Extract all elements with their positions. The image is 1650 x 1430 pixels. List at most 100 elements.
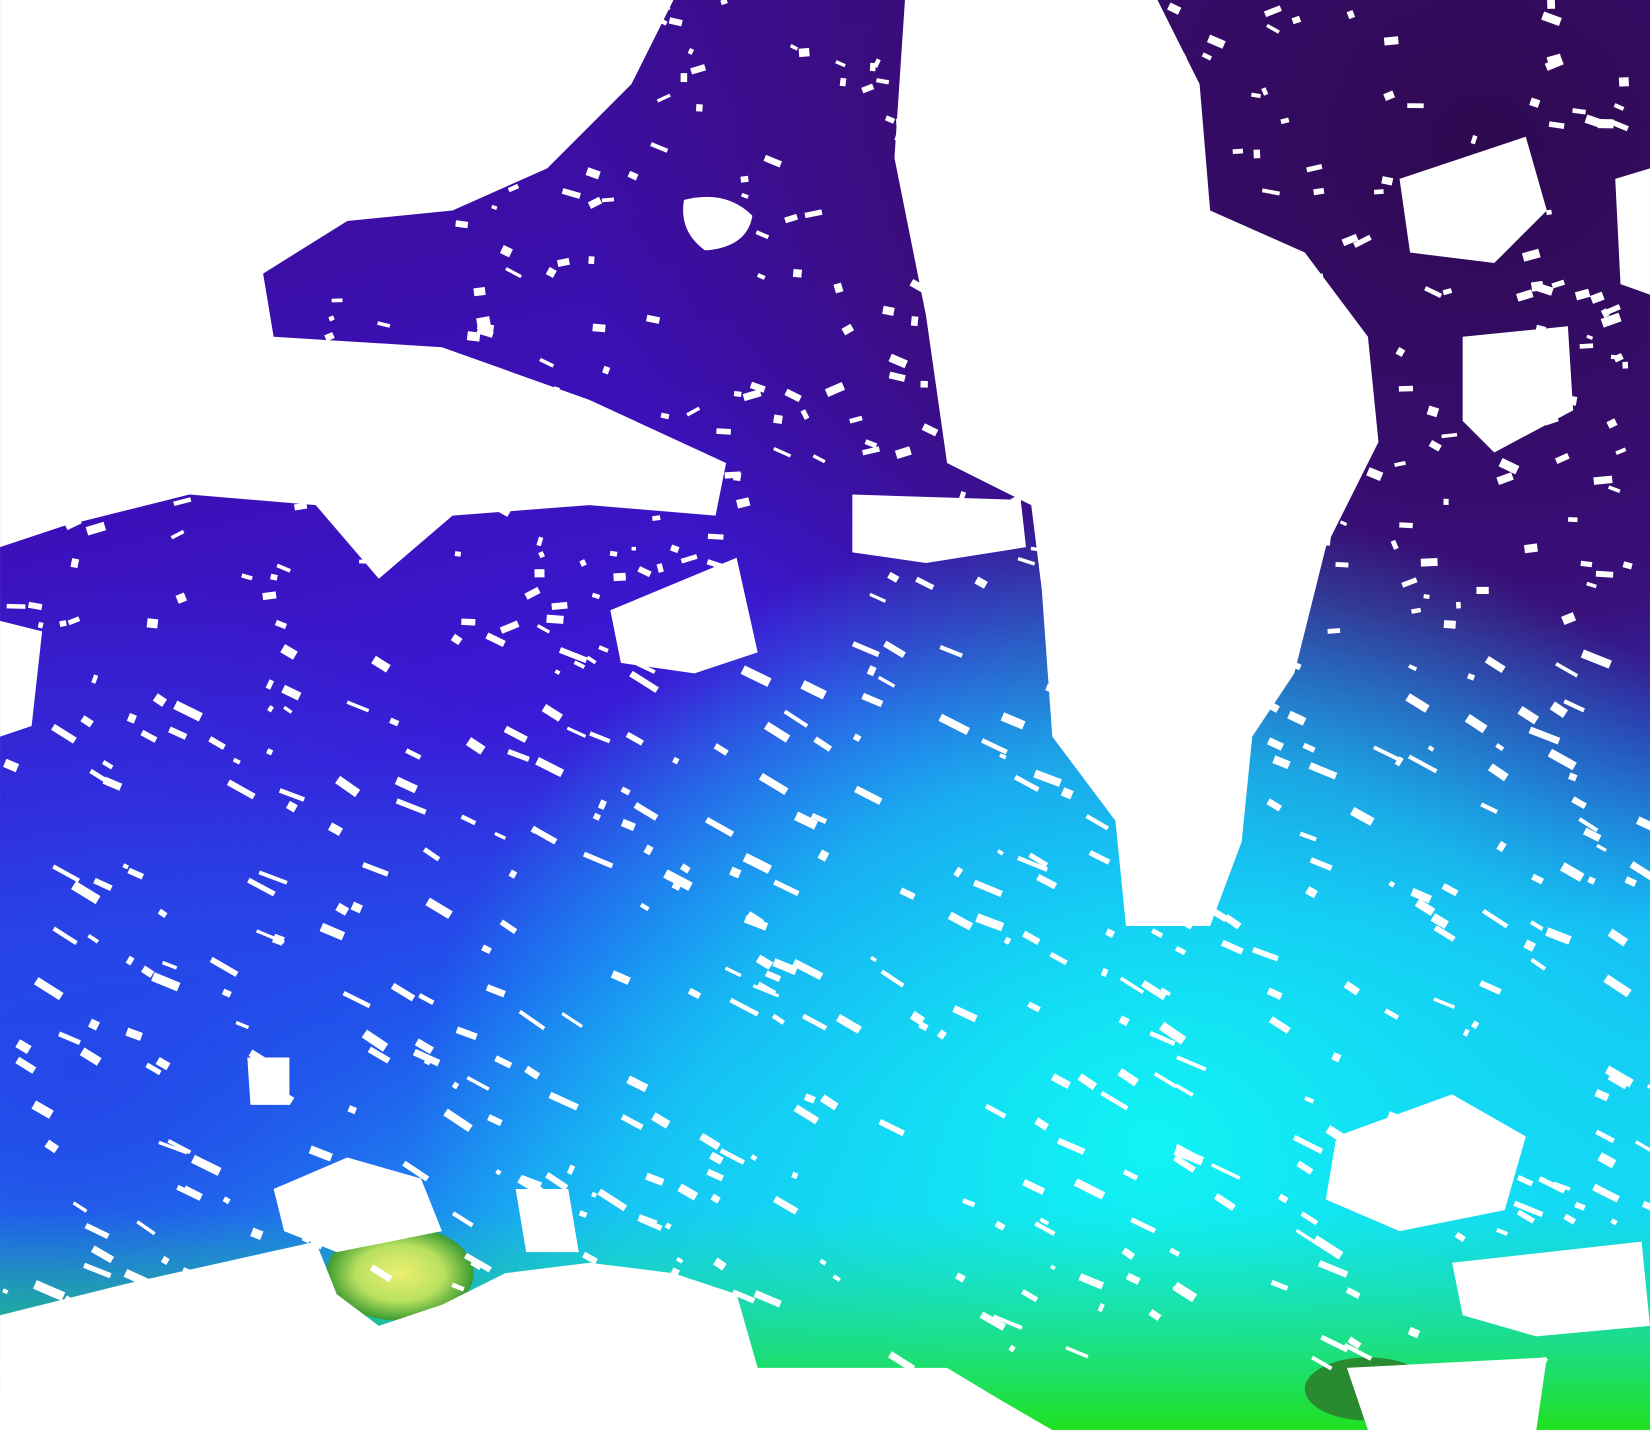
cloud-speck (1341, 233, 1359, 247)
cloud-speck (1325, 1125, 1345, 1142)
cloud-speck (1586, 581, 1597, 589)
cloud-speck (939, 644, 963, 658)
cloud-speck (476, 322, 495, 332)
cloud-speck (1551, 279, 1566, 289)
cloud-speck (509, 388, 525, 401)
cloud-speck (1049, 951, 1068, 966)
cloud-speck (1167, 440, 1178, 449)
cloud-speck (627, 170, 639, 181)
cloud-speck (599, 490, 611, 499)
cloud-speck (1287, 710, 1307, 726)
cloud-speck (553, 1200, 564, 1209)
cloud-speck (1154, 872, 1183, 893)
cloud-speck (248, 1049, 268, 1065)
cloud-speck (340, 1194, 356, 1208)
cloud-speck (330, 130, 340, 139)
cloud-speck (79, 1047, 102, 1066)
cloud-speck (820, 1094, 839, 1111)
cloud-speck (620, 1114, 644, 1131)
cloud-speck (1624, 876, 1637, 887)
cloud-speck (1387, 1111, 1404, 1124)
cloud-speck (586, 655, 597, 665)
cloud-speck (546, 614, 564, 624)
cloud-speck (740, 175, 749, 183)
cloud-speck (312, 1295, 328, 1308)
cloud-speck (764, 970, 782, 982)
cloud-speck (167, 1139, 192, 1155)
cloud-speck (733, 390, 742, 398)
cloud-speck (1327, 628, 1341, 634)
cloud-speck (87, 500, 106, 515)
cloud-speck (1383, 36, 1399, 46)
cloud-speck (503, 725, 528, 743)
cloud-speck (1546, 53, 1562, 65)
cloud-speck (127, 867, 144, 880)
cloud-speck (151, 972, 181, 992)
cloud-speck (899, 887, 916, 900)
cloud-speck (1641, 1200, 1650, 1218)
cloud-speck (538, 551, 546, 559)
cloud-speck (1563, 699, 1585, 713)
cloud-speck (1292, 1135, 1324, 1154)
cloud-speck (396, 1345, 404, 1354)
cloud-speck (789, 44, 799, 51)
cloud-speck (1231, 339, 1241, 347)
cloud-speck (921, 132, 933, 142)
cloud-speck (1467, 1192, 1479, 1204)
cloud-speck (934, 528, 949, 538)
cloud-speck (935, 275, 947, 286)
cloud-speck (1045, 683, 1069, 699)
cloud-speck (71, 881, 101, 905)
cloud-speck (913, 207, 928, 220)
cloud-speck (1578, 817, 1599, 833)
cloud-speck (585, 167, 601, 180)
cloud-speck (690, 64, 707, 75)
cloud-speck (1279, 361, 1290, 370)
cloud-speck (963, 499, 977, 510)
cloud-speck (1430, 913, 1449, 929)
cloud-speck (755, 954, 774, 970)
cloud-speck (1191, 346, 1198, 354)
cloud-speck (910, 316, 919, 327)
cloud-speck (1272, 453, 1285, 461)
cloud-speck (301, 1236, 311, 1244)
cloud-speck (652, 515, 661, 521)
cloud-speck (46, 82, 56, 92)
cloud-speck (669, 1267, 680, 1279)
cloud-speck (1300, 1211, 1319, 1226)
cloud-speck (757, 981, 777, 996)
cloud-speck (1174, 1083, 1194, 1097)
cloud-speck (350, 901, 363, 914)
cloud-speck (1345, 1287, 1361, 1299)
cloud-speck (656, 93, 671, 103)
cloud-speck (677, 1183, 699, 1201)
cloud-speck (547, 428, 555, 436)
cloud-speck (882, 305, 895, 316)
cloud-speck (1546, 209, 1552, 216)
cloud-speck (101, 416, 114, 425)
cloud-speck (1312, 1235, 1344, 1260)
cloud-speck (334, 1186, 343, 1195)
cloud-speck (1610, 1218, 1618, 1226)
cloud-speck (1469, 394, 1486, 401)
cloud-speck (450, 633, 463, 646)
cloud-speck (173, 700, 203, 722)
cloud-speck (1000, 712, 1026, 730)
cloud-speck (524, 1065, 541, 1080)
cloud-speck (1122, 1169, 1139, 1181)
cloud-speck (783, 709, 809, 728)
cloud-speck (1314, 347, 1334, 361)
cloud-speck (84, 1222, 110, 1240)
cloud-speck (1535, 334, 1542, 341)
cloud-speck (7, 624, 28, 636)
cloud-speck (1182, 511, 1193, 522)
cloud-speck (1296, 1160, 1314, 1175)
cloud-speck (1547, 748, 1577, 771)
cloud-speck (710, 1193, 721, 1204)
cloud-speck (656, 563, 664, 573)
cloud-speck (967, 228, 975, 235)
cloud-speck (1592, 1183, 1620, 1203)
cloud-speck (158, 1140, 188, 1155)
cloud-speck (90, 1245, 115, 1264)
